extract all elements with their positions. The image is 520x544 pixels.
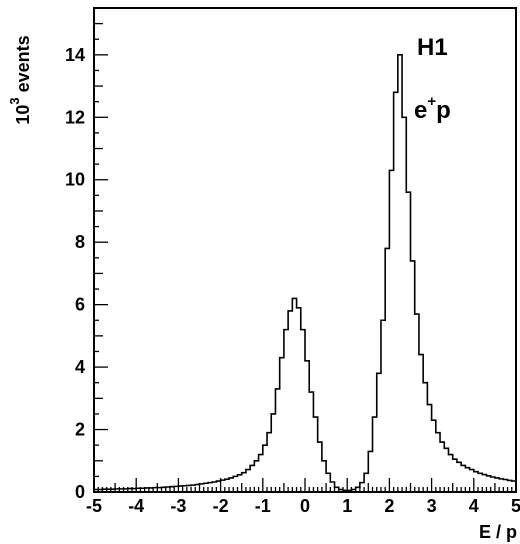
x-tick-label: -5	[86, 496, 102, 516]
y-tick-label: 4	[75, 357, 85, 377]
x-tick-label: 2	[384, 496, 394, 516]
x-axis: -5 -4 -3 -2 -1 0 1 2 3 4 5	[86, 478, 520, 516]
y-tick-label: 6	[75, 295, 85, 315]
x-tick-label: -3	[170, 496, 186, 516]
y-tick-label: 0	[75, 482, 85, 502]
y-axis: 0 2 4 6 8 10 12 14	[65, 22, 108, 502]
y-axis-title: 103 events	[7, 35, 32, 124]
x-tick-label: 5	[511, 496, 520, 516]
x-tick-label: 4	[469, 496, 479, 516]
x-axis-title: E / p	[479, 522, 517, 542]
x-tick-label: 3	[427, 496, 437, 516]
plot-frame	[93, 7, 517, 493]
histogram-line	[94, 54, 516, 492]
beam-label-sup: +	[427, 93, 436, 110]
beam-label-base: e	[414, 97, 427, 124]
beam-label-tail: p	[436, 97, 451, 124]
x-tick-label: -4	[128, 496, 144, 516]
x-tick-label: -1	[255, 496, 271, 516]
y-tick-label: 2	[75, 420, 85, 440]
plot-area	[93, 7, 517, 493]
x-tick-label: 1	[342, 496, 352, 516]
y-tick-label: 10	[65, 170, 85, 190]
y-tick-label: 14	[65, 45, 85, 65]
y-tick-label: 12	[65, 107, 85, 127]
x-tick-label: 0	[300, 496, 310, 516]
x-tick-label: -2	[213, 496, 229, 516]
beam-label: e+p	[414, 93, 451, 124]
y-tick-label: 8	[75, 232, 85, 252]
experiment-label: H1	[417, 34, 448, 61]
